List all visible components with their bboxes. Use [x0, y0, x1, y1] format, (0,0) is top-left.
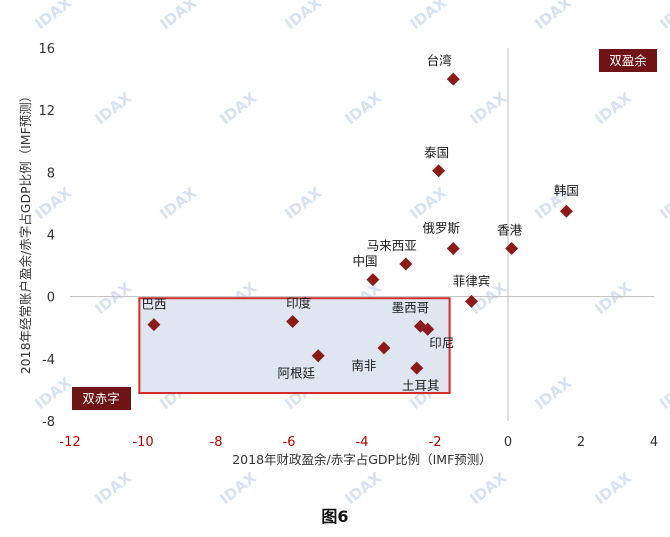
x-tick-label: -2	[429, 435, 442, 450]
y-tick-label: 4	[47, 229, 55, 244]
x-axis-title: 2018年财政盈余/赤字占GDP比例（IMF预测）	[232, 452, 492, 467]
point-marker	[366, 273, 380, 287]
point-label: 墨西哥	[392, 300, 430, 315]
double-surplus-label: 双盈余	[599, 49, 657, 72]
point-label: 马来西亚	[367, 238, 417, 253]
y-tick-label: 8	[47, 166, 55, 181]
point-label: 菲律宾	[453, 273, 491, 288]
double-deficit-text: 双赤字	[82, 391, 120, 406]
watermark-text: IDAX	[31, 0, 75, 33]
watermark-text: IDAX	[406, 183, 450, 223]
x-tick-label: 4	[650, 435, 658, 450]
x-tick-label: 0	[504, 435, 512, 450]
x-tick-label: -12	[59, 435, 80, 450]
double-surplus-text: 双盈余	[609, 53, 647, 68]
y-axis-ticks: -8 -4 0 4 8 12 16	[38, 42, 55, 430]
double-deficit-label: 双赤字	[72, 387, 131, 410]
watermark-text: IDAX	[156, 0, 200, 33]
point-label: 印度	[286, 296, 312, 311]
point-marker	[446, 72, 460, 86]
x-tick-label: -4	[356, 435, 369, 450]
point-label: 韩国	[554, 183, 579, 198]
watermark-text: IDAX	[281, 0, 325, 33]
watermark-text: IDAX	[156, 183, 200, 223]
point-marker	[505, 241, 519, 255]
point-marker	[399, 257, 413, 271]
point-marker	[311, 349, 325, 363]
watermark-layer: IDAX IDAX IDAX IDAX IDAX IDAX IDAX IDAX IDAX IDAX…	[31, 0, 670, 508]
y-tick-label: -4	[42, 353, 55, 368]
y-tick-label: 0	[47, 291, 55, 306]
point-label: 台湾	[427, 53, 452, 68]
watermark-text: IDAX	[656, 373, 670, 413]
y-axis-title: 2018年经常账户盈余/赤字占GDP比例（IMF预测）	[18, 90, 33, 375]
point-label: 印尼	[429, 335, 454, 350]
point-marker	[421, 322, 435, 336]
x-tick-label: -10	[132, 435, 153, 450]
watermark-text: IDAX	[216, 88, 260, 128]
watermark-text: IDAX	[656, 183, 670, 223]
point-label: 南非	[351, 358, 376, 373]
point-marker	[559, 204, 573, 218]
y-tick-label: 12	[38, 104, 55, 119]
watermark-text: IDAX	[31, 183, 75, 223]
watermark-text: IDAX	[531, 373, 575, 413]
point-marker	[432, 164, 446, 178]
figure-caption: 图6	[321, 507, 349, 526]
point-label: 阿根廷	[277, 366, 315, 381]
x-tick-label: 2	[577, 435, 585, 450]
x-axis-ticks: -12 -10 -8 -6 -4 -2 0 2 4	[59, 435, 658, 450]
y-tick-label: 16	[38, 42, 55, 57]
point-marker	[410, 361, 424, 375]
point-marker	[465, 294, 478, 308]
x-tick-label: -8	[210, 435, 223, 450]
point-label: 土耳其	[402, 378, 440, 393]
x-tick-label: -6	[283, 435, 296, 450]
point-marker	[377, 341, 391, 355]
point-marker	[286, 315, 300, 329]
point-marker	[446, 241, 460, 255]
watermark-text: IDAX	[31, 373, 75, 413]
watermark-text: IDAX	[406, 0, 450, 33]
double-deficit-highlight-box	[138, 297, 451, 395]
point-label: 俄罗斯	[422, 220, 460, 235]
point-label: 香港	[497, 222, 523, 237]
watermark-text: IDAX	[91, 88, 135, 128]
point-label: 泰国	[424, 145, 449, 160]
y-tick-label: -8	[42, 415, 55, 430]
watermark-text: IDAX	[466, 88, 510, 128]
point-marker	[147, 318, 161, 332]
watermark-text: IDAX	[591, 278, 635, 318]
watermark-text: IDAX	[341, 88, 385, 128]
watermark-text: IDAX	[591, 88, 635, 128]
watermark-text: IDAX	[281, 183, 325, 223]
watermark-text: IDAX	[91, 278, 135, 318]
watermark-text: IDAX	[656, 0, 670, 33]
point-label: 巴西	[141, 297, 166, 312]
watermark-text: IDAX	[531, 0, 575, 33]
point-label: 中国	[352, 254, 377, 269]
